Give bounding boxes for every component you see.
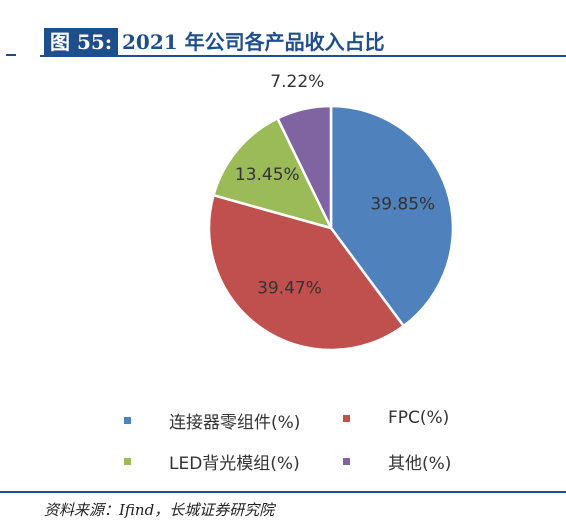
slice-label-fpc: 39.47% — [257, 278, 322, 298]
figure-header: 图 55: 2021 年公司各产品收入占比 — [0, 28, 566, 60]
pie-slice-connector — [329, 104, 455, 328]
header-rule — [40, 55, 566, 57]
figure-label: 图 55: — [44, 28, 119, 56]
slice-label-led: 13.45% — [235, 165, 300, 185]
footer-rule — [0, 491, 566, 493]
pie-slice-other — [276, 104, 333, 230]
source-note: 资料来源：Ifind，长城证券研究院 — [44, 501, 275, 519]
pie-slice-led — [212, 117, 333, 230]
header-tick — [6, 54, 16, 56]
pie-slice-fpc — [207, 193, 405, 352]
slice-label-other: 7.22% — [270, 72, 324, 92]
slice-label-connector: 39.85% — [370, 194, 435, 214]
figure-title: 2021 年公司各产品收入占比 — [122, 30, 385, 54]
